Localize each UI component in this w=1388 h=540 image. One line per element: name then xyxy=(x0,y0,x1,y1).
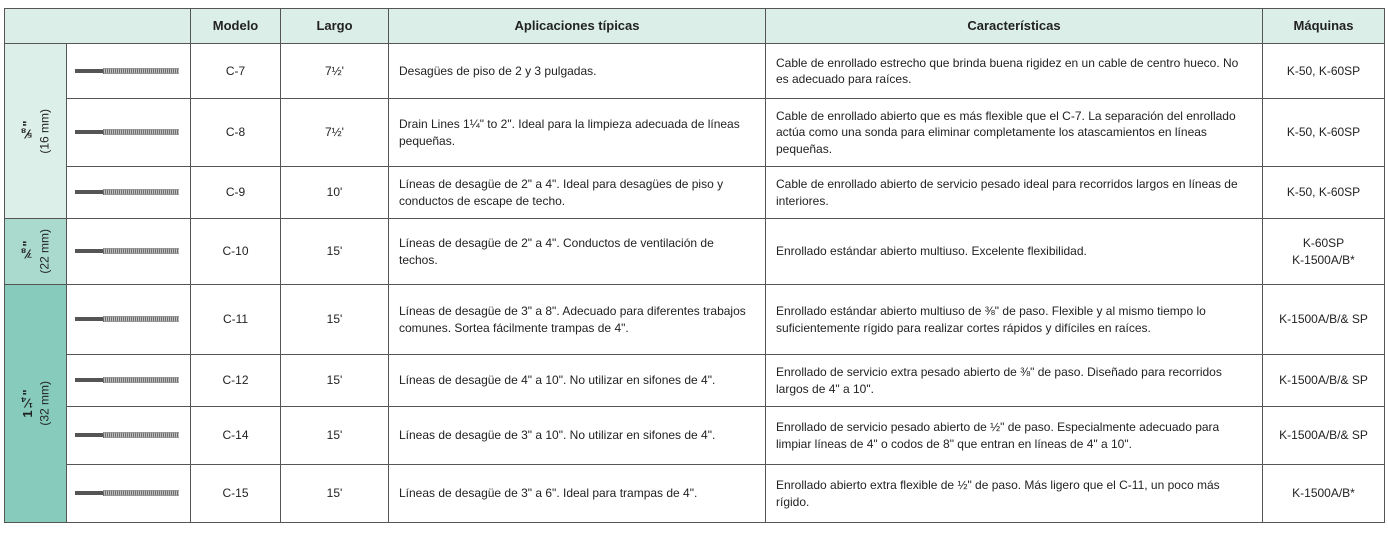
table-row: C-9 10' Líneas de desagüe de 2" a 4". Idea… xyxy=(5,166,1385,219)
cable-image-cell xyxy=(66,166,191,219)
length-cell: 15' xyxy=(280,354,389,407)
characteristics-cell: Enrollado de servicio pesado abierto de … xyxy=(765,406,1263,465)
machine: K-1500A/B/& SP xyxy=(1279,312,1368,327)
table-row: 1¼" (32 mm) C-11 15' Líneas de desagüe de 3"… xyxy=(4,284,1385,523)
header-empty xyxy=(4,8,191,44)
applications-cell: Líneas de desagüe de 2" a 4". Ideal para… xyxy=(388,166,766,219)
cable-icon xyxy=(75,189,180,196)
model-cell: C-9 xyxy=(190,166,281,219)
size-metric: (22 mm) xyxy=(37,229,52,274)
cable-image-cell xyxy=(66,43,191,99)
machines-cell: K-1500A/B/& SP xyxy=(1262,284,1385,355)
machines-cell: K-1500A/B* xyxy=(1262,464,1385,523)
characteristics-cell: Enrollado abierto extra flexible de ½" d… xyxy=(765,464,1263,523)
size-metric: (32 mm) xyxy=(37,381,52,426)
column-header: Largo xyxy=(280,8,389,44)
size-metric: (16 mm) xyxy=(37,108,52,154)
size-inches: 1¼" xyxy=(19,389,35,418)
cable-icon xyxy=(75,248,180,255)
machines-cell: K-60SP K-1500A/B* xyxy=(1262,218,1385,285)
applications-cell: Líneas de desagüe de 3" a 10". No utiliz… xyxy=(388,406,766,465)
size-inches: ⅝" xyxy=(19,120,35,142)
machine: K-1500A/B* xyxy=(1292,486,1355,501)
model-cell: C-8 xyxy=(190,98,281,167)
cable-icon xyxy=(75,432,180,439)
model-cell: C-15 xyxy=(190,464,281,523)
model-cell: C-12 xyxy=(190,354,281,407)
size-label: 1¼" (32 mm) xyxy=(19,381,53,426)
length-cell: 15' xyxy=(280,464,389,523)
cable-icon xyxy=(75,377,180,384)
model-cell: C-7 xyxy=(190,43,281,99)
applications-cell: Líneas de desagüe de 2" a 4". Conductos … xyxy=(388,218,766,285)
machines-cell: K-50, K-60SP xyxy=(1262,43,1385,99)
table-row: C-12 15' Líneas de desagüe de 4" a 10". No… xyxy=(5,354,1385,407)
cable-icon xyxy=(75,316,180,323)
machines-cell: K-1500A/B/& SP xyxy=(1262,406,1385,465)
length-cell: 10' xyxy=(280,166,389,219)
size-group-cell: 1¼" (32 mm) xyxy=(4,284,67,523)
machine: K-50, K-60SP xyxy=(1286,185,1361,200)
machine: K-50, K-60SP xyxy=(1286,125,1361,140)
applications-cell: Drain Lines 1¼" to 2". Ideal para la lim… xyxy=(388,98,766,167)
length-cell: 15' xyxy=(280,406,389,465)
applications-cell: Líneas de desagüe de 4" a 10". No utiliz… xyxy=(388,354,766,407)
cable-image-cell xyxy=(66,406,191,465)
size-label: ⅞" (22 mm) xyxy=(19,229,53,274)
cable-table: Modelo Largo Aplicaciones típicas Caracterí… xyxy=(4,8,1385,523)
cable-icon xyxy=(75,67,180,74)
table-row: ⅞" (22 mm) C-10 15' Líneas de desagüe de 2" … xyxy=(4,218,1385,285)
cable-image-cell xyxy=(66,98,191,167)
applications-cell: Líneas de desagüe de 3" a 6". Ideal para… xyxy=(388,464,766,523)
cable-image-cell xyxy=(66,354,191,407)
cable-icon xyxy=(75,490,180,497)
cable-image-cell xyxy=(66,218,191,285)
size-group-cell: ⅝" (16 mm) xyxy=(4,43,67,219)
size-inches: ⅞" xyxy=(19,240,35,263)
header-row: Modelo Largo Aplicaciones típicas Caracterí… xyxy=(4,8,1385,44)
characteristics-cell: Cable de enrollado estrecho que brinda b… xyxy=(765,43,1263,99)
cable-icon xyxy=(75,129,180,136)
machine: K-50, K-60SP xyxy=(1286,63,1361,78)
machine: K-1500A/B/& SP xyxy=(1279,428,1368,443)
model-cell: C-10 xyxy=(190,218,281,285)
characteristics-cell: Cable de enrollado abierto de servicio p… xyxy=(765,166,1263,219)
applications-cell: Líneas de desagüe de 3" a 8". Adecuado p… xyxy=(388,284,766,355)
table-row: ⅝" (16 mm) C-7 7½' Desagües de piso de 2 y 3… xyxy=(4,43,1385,219)
cable-image-cell xyxy=(66,464,191,523)
machine: K-1500A/B* xyxy=(1292,252,1355,267)
characteristics-cell: Enrollado estándar abierto multiuso. Exc… xyxy=(765,218,1263,285)
machine: K-1500A/B/& SP xyxy=(1279,373,1368,388)
machines-cell: K-50, K-60SP xyxy=(1262,98,1385,167)
table-row: C-8 7½' Drain Lines 1¼" to 2". Ideal para … xyxy=(5,98,1385,167)
machines-cell: K-1500A/B/& SP xyxy=(1262,354,1385,407)
length-cell: 7½' xyxy=(280,43,389,99)
characteristics-cell: Cable de enrollado abierto que es más fl… xyxy=(765,98,1263,167)
characteristics-cell: Enrollado estándar abierto multiuso de ⅜… xyxy=(765,284,1263,355)
characteristics-cell: Enrollado de servicio extra pesado abier… xyxy=(765,354,1263,407)
length-cell: 15' xyxy=(280,284,389,355)
column-header: Máquinas xyxy=(1262,8,1385,44)
table-row: C-14 15' Líneas de desagüe de 3" a 10". No… xyxy=(5,406,1385,465)
column-header: Aplicaciones típicas xyxy=(388,8,766,44)
machines-cell: K-50, K-60SP xyxy=(1262,166,1385,219)
table-row: C-15 15' Líneas de desagüe de 3" a 6". Ide… xyxy=(5,464,1385,523)
applications-cell: Desagües de piso de 2 y 3 pulgadas. xyxy=(388,43,766,99)
length-cell: 15' xyxy=(280,218,389,285)
model-cell: C-14 xyxy=(190,406,281,465)
machine: K-60SP xyxy=(1302,236,1345,251)
length-cell: 7½' xyxy=(280,98,389,167)
column-header: Modelo xyxy=(190,8,281,44)
model-cell: C-11 xyxy=(190,284,281,355)
size-label: ⅝" (16 mm) xyxy=(19,109,53,154)
size-group-cell: ⅞" (22 mm) xyxy=(4,218,67,285)
cable-image-cell xyxy=(66,284,191,355)
column-header: Características xyxy=(765,8,1263,44)
